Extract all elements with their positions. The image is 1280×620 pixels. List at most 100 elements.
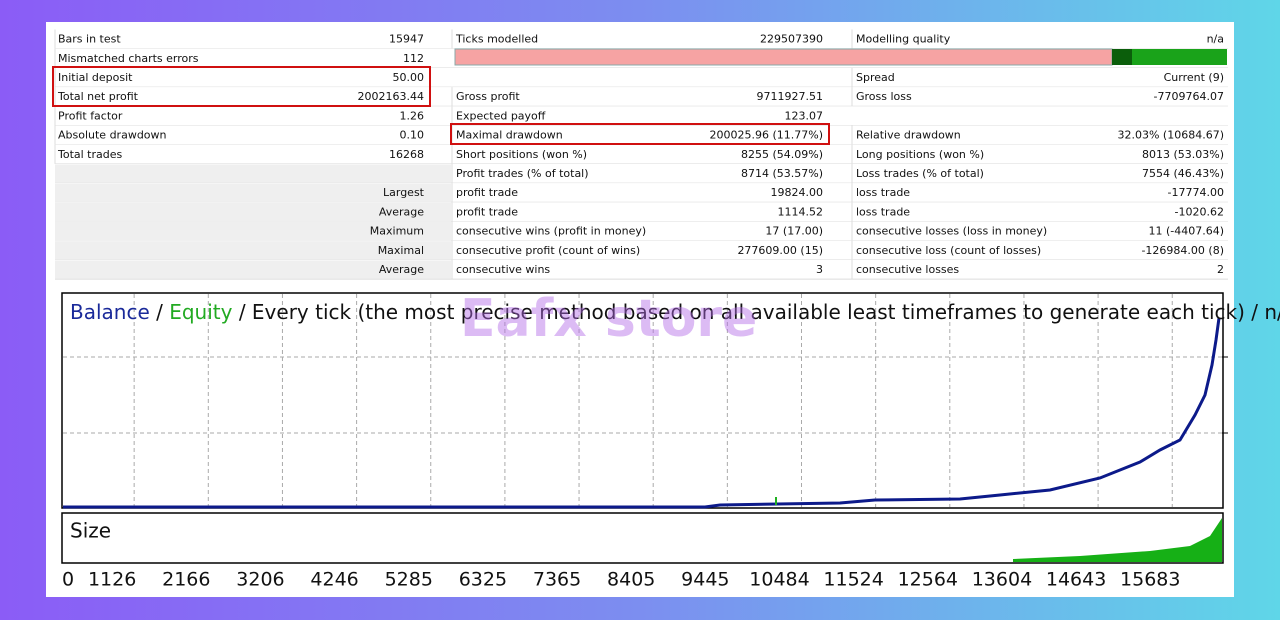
row-lead: Maximum [370,225,424,238]
row-lead: Largest [383,186,425,199]
x-tick-label: 14643 [1046,569,1106,591]
cell-label: Short positions (won %) [456,148,587,161]
cell-label: Expected payoff [456,109,546,122]
cell-label: Gross loss [856,90,912,103]
x-tick-label: 8405 [607,569,655,591]
x-tick-label: 4246 [310,569,358,591]
cell-value: 7554 (46.43%) [1142,167,1224,180]
cell-label: Total trades [57,148,123,161]
cell-value: 2 [1217,263,1224,276]
cell-value: 1.26 [400,109,425,122]
x-tick-label: 13604 [972,569,1032,591]
cell-value: n/a [1207,33,1224,46]
row-lead: Average [379,205,424,218]
size-chart-frame [61,512,1224,564]
quality-bar-bad [454,48,1113,66]
cell-label: Ticks modelled [455,33,538,46]
cell-label: profit trade [456,186,518,199]
balance-chart-frame [61,292,1224,509]
quality-bar-dark [1112,49,1132,65]
x-tick-label: 15683 [1120,569,1180,591]
cell-value: 11 (-4407.64) [1148,225,1224,238]
row-lead: Average [379,263,424,276]
x-tick-label: 11524 [823,569,883,591]
highlight-box [450,123,830,145]
cell-label: consecutive losses (loss in money) [856,225,1047,238]
x-tick-label: 6325 [459,569,507,591]
cell-value: 3 [816,263,823,276]
cell-label: Initial deposit [58,71,133,84]
lead-cell [55,202,451,221]
table-row [55,125,1228,145]
cell-label: consecutive losses [856,263,959,276]
title-balance: Balance [70,300,150,324]
highlight-box [52,66,431,107]
cell-value: 8013 (53.03%) [1142,148,1224,161]
x-tick-label: 2166 [162,569,210,591]
x-tick-label: 3206 [236,569,284,591]
cell-label: Profit factor [58,109,123,122]
cell-value: 1114.52 [778,205,824,218]
cell-value: -1020.62 [1175,205,1224,218]
cell-value: 8714 (53.57%) [741,167,823,180]
x-tick-label: 0 [62,569,74,591]
cell-value: 19824.00 [771,186,824,199]
cell-value: 32.03% (10684.67) [1117,129,1224,142]
watermark: Eafx store [460,289,757,349]
table-row [55,87,1228,107]
cell-value: -7709764.07 [1154,90,1224,103]
cell-label: Maximal drawdown [456,129,563,142]
cell-label: consecutive profit (count of wins) [456,244,640,257]
table-row [55,67,1228,88]
title-sep: / [150,300,169,324]
cell-label: Gross profit [456,90,520,103]
cell-label: Bars in test [58,33,121,46]
x-tick-label: 10484 [749,569,809,591]
cell-value: -126984.00 (8) [1141,244,1224,257]
lead-cell [55,183,451,202]
cell-value: 277609.00 (15) [737,244,823,257]
cell-value: 123.07 [785,109,824,122]
cell-label: consecutive wins (profit in money) [456,225,646,238]
cell-value: -17774.00 [1168,186,1224,199]
cell-value: 16268 [389,148,424,161]
lead-cell [55,241,451,260]
cell-label: Long positions (won %) [856,148,984,161]
cell-value: 200025.96 (11.77%) [709,129,823,142]
lead-cell [55,164,451,183]
table-row [55,29,1228,49]
cell-label: Mismatched charts errors [58,52,199,65]
title-rest: / Every tick (the most precise method ba… [232,300,1280,324]
cell-label: Spread [856,71,895,84]
cell-value: 0.10 [400,129,425,142]
title-equity: Equity [169,300,232,324]
cell-label: Total net profit [57,90,139,103]
cell-label: loss trade [856,205,910,218]
cell-value: 17 (17.00) [765,225,823,238]
cell-label: Loss trades (% of total) [856,167,984,180]
table-row [55,106,1228,126]
quality-bar-good [1112,49,1227,65]
x-tick-label: 12564 [898,569,958,591]
cell-value: 15947 [389,33,424,46]
cell-value: 2002163.44 [358,90,424,103]
x-tick-label: 7365 [533,569,581,591]
balance-curve [63,317,1221,509]
cell-label: Modelling quality [856,33,951,46]
cell-value: 112 [403,52,424,65]
lead-cell [55,222,451,241]
size-label: Size [70,519,111,543]
cell-label: profit trade [456,205,518,218]
cell-label: Profit trades (% of total) [456,167,589,180]
cell-value: 9711927.51 [757,90,823,103]
x-tick-label: 1126 [88,569,136,591]
cell-value: 229507390 [760,33,823,46]
chart-title: Balance / Equity / Every tick (the most … [70,300,1280,324]
cell-value: Current (9) [1164,71,1224,84]
table-row [55,144,1228,164]
x-tick-label: 5285 [385,569,433,591]
cell-label: Relative drawdown [856,129,961,142]
cell-label: Absolute drawdown [58,129,167,142]
